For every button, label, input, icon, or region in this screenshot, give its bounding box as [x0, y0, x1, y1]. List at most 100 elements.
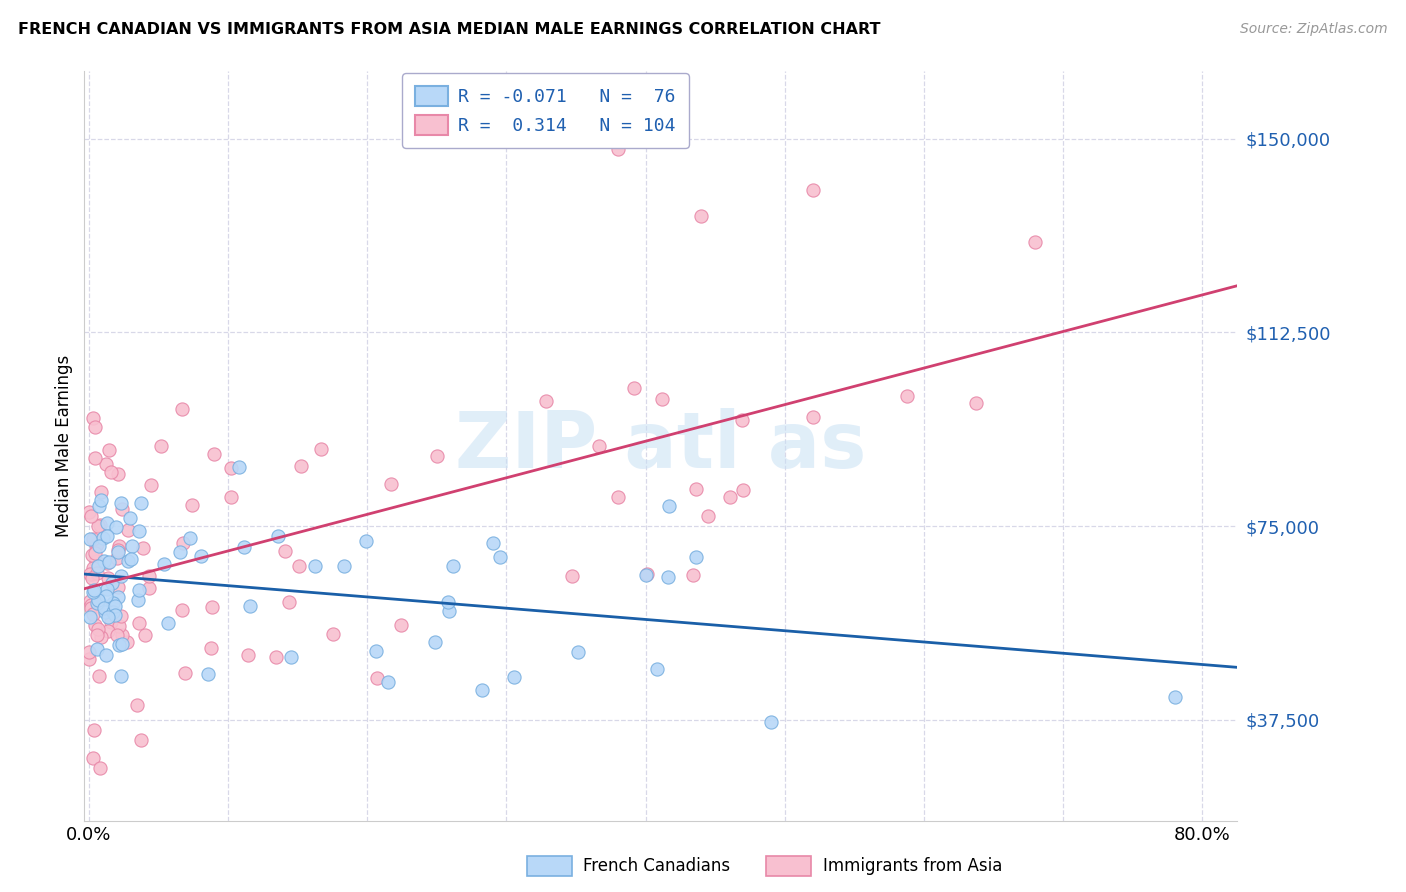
- Point: [128, 615, 150, 630]
- Point: [94, 457, 117, 471]
- Point: [117, 523, 139, 537]
- Point: [97, 610, 120, 624]
- Point: [561, 568, 583, 582]
- Point: [87, 519, 110, 533]
- Point: [309, 442, 332, 457]
- Point: [634, 568, 657, 582]
- Point: [228, 460, 250, 475]
- Point: [128, 524, 150, 538]
- Point: [138, 582, 160, 596]
- Point: [264, 649, 287, 664]
- Point: [172, 602, 194, 616]
- Point: [127, 698, 149, 712]
- Point: [77, 505, 100, 519]
- Point: [650, 392, 672, 407]
- Point: [97, 571, 120, 585]
- Point: [606, 142, 628, 156]
- Point: [657, 569, 679, 583]
- Point: [128, 582, 150, 597]
- Point: [87, 593, 110, 607]
- Point: [896, 389, 918, 403]
- Point: [685, 482, 707, 496]
- Point: [80, 601, 103, 615]
- Point: [83, 618, 105, 632]
- Point: [333, 559, 356, 574]
- Text: Source: ZipAtlas.com: Source: ZipAtlas.com: [1240, 22, 1388, 37]
- Point: [115, 635, 138, 649]
- Point: [93, 599, 115, 613]
- Point: [503, 670, 526, 684]
- Point: [93, 554, 115, 568]
- Point: [277, 595, 299, 609]
- Point: [134, 627, 156, 641]
- Point: [87, 499, 110, 513]
- Point: [169, 545, 191, 559]
- Point: [232, 540, 254, 554]
- Point: [97, 442, 120, 457]
- Point: [274, 544, 297, 558]
- Point: [107, 590, 129, 604]
- Point: [79, 609, 101, 624]
- Point: [731, 483, 754, 497]
- Point: [103, 605, 125, 619]
- Point: [682, 567, 704, 582]
- Point: [89, 518, 111, 533]
- Point: [380, 476, 402, 491]
- Point: [96, 557, 118, 571]
- Point: [718, 490, 741, 504]
- Point: [84, 451, 107, 466]
- Point: [132, 541, 155, 555]
- Point: [86, 566, 108, 581]
- Point: [82, 751, 104, 765]
- Point: [97, 555, 120, 569]
- Point: [107, 580, 129, 594]
- Point: [647, 662, 669, 676]
- Point: [172, 536, 194, 550]
- Text: Immigrants from Asia: Immigrants from Asia: [823, 857, 1002, 875]
- Point: [127, 592, 149, 607]
- Point: [79, 508, 101, 523]
- Point: [179, 531, 201, 545]
- Point: [84, 420, 107, 434]
- Point: [156, 616, 179, 631]
- Point: [94, 605, 117, 619]
- Point: [266, 529, 288, 543]
- Point: [79, 644, 101, 658]
- Point: [354, 533, 377, 548]
- Point: [107, 542, 129, 557]
- Point: [120, 511, 142, 525]
- Point: [101, 596, 124, 610]
- Point: [696, 509, 718, 524]
- Point: [425, 634, 447, 648]
- Point: [221, 461, 243, 475]
- Text: ZIP atl as: ZIP atl as: [456, 408, 866, 484]
- Point: [86, 597, 108, 611]
- Point: [82, 560, 104, 574]
- Point: [488, 549, 510, 564]
- Point: [202, 447, 225, 461]
- Point: [77, 652, 100, 666]
- Point: [107, 467, 129, 482]
- Point: [759, 715, 782, 730]
- Point: [170, 401, 193, 416]
- Point: [96, 516, 118, 530]
- Point: [90, 630, 112, 644]
- Point: [482, 536, 505, 550]
- Point: [82, 585, 104, 599]
- Point: [129, 496, 152, 510]
- Point: [104, 599, 127, 614]
- Point: [588, 439, 610, 453]
- Point: [83, 723, 105, 737]
- Point: [731, 413, 754, 427]
- Point: [685, 549, 707, 564]
- Point: [101, 576, 124, 591]
- Point: [89, 539, 111, 553]
- Point: [439, 605, 461, 619]
- Point: [86, 538, 108, 552]
- Point: [965, 395, 987, 409]
- Point: [239, 599, 262, 613]
- Point: [110, 496, 132, 510]
- Point: [121, 539, 143, 553]
- Point: [111, 502, 134, 516]
- Point: [86, 596, 108, 610]
